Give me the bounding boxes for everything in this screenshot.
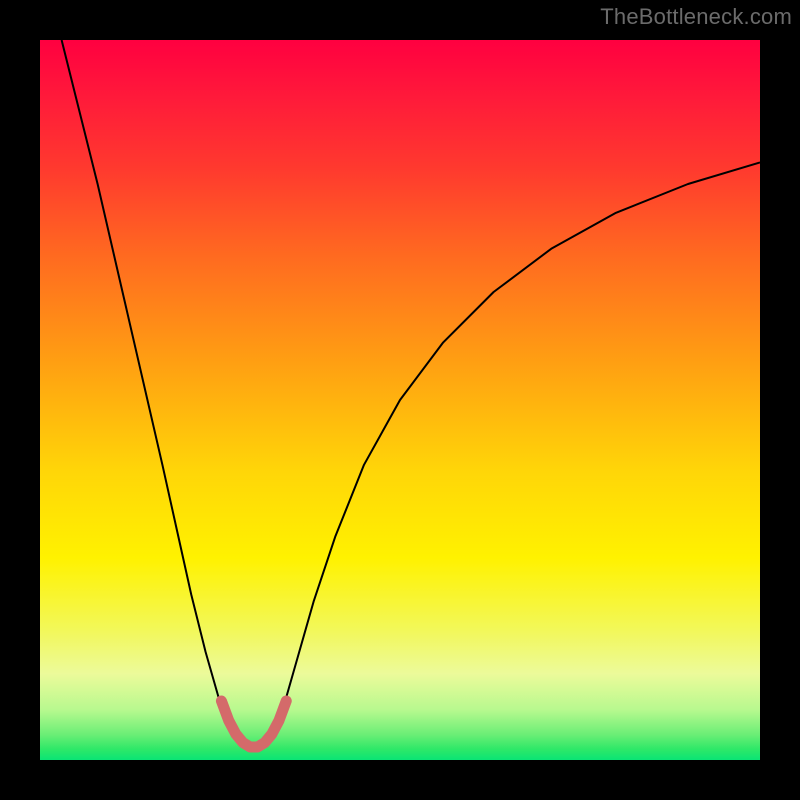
chart-stage: TheBottleneck.com xyxy=(0,0,800,800)
watermark-text: TheBottleneck.com xyxy=(600,4,792,30)
bottleneck-chart xyxy=(0,0,800,800)
